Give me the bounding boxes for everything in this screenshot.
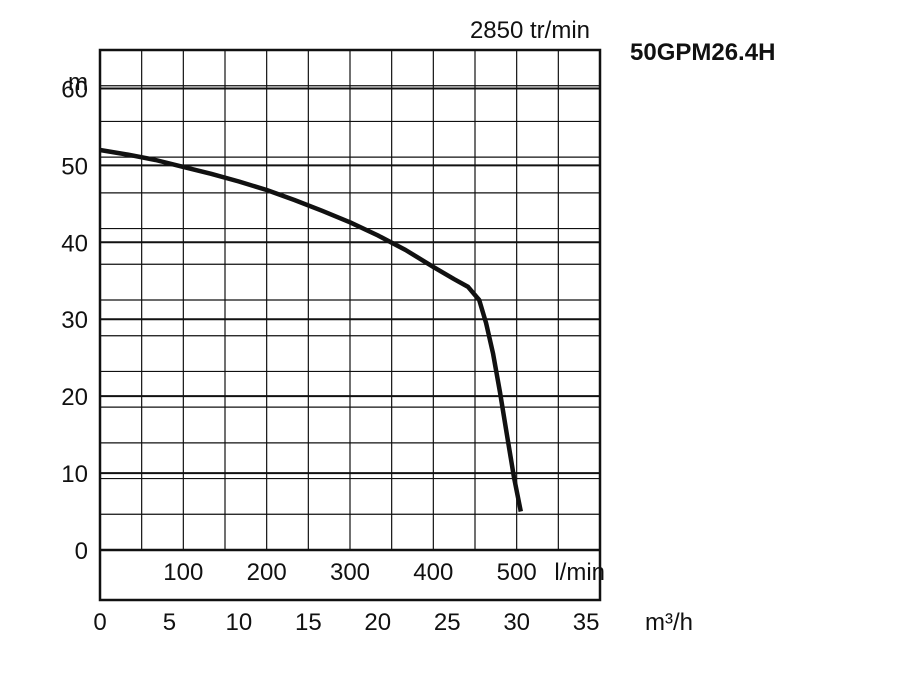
plot-border (98, 48, 602, 602)
y-unit-label: m (68, 69, 88, 96)
flow-m3h-tick-label: 35 (573, 609, 600, 636)
y-tick-label: 40 (61, 230, 88, 257)
flow-m3h-tick-label: 20 (364, 609, 391, 636)
pump-curve-line (99, 147, 524, 512)
y-tick-label: 0 (75, 538, 88, 565)
flow-m3h-tick-label: 10 (226, 609, 253, 636)
flow-m3h-tick-label: 5 (163, 609, 176, 636)
flow-lmin-tick-label: 100 (163, 559, 203, 586)
flow-lmin-tick-label: 400 (413, 559, 453, 586)
y-tick-label: 30 (61, 307, 88, 334)
curve-layer (99, 147, 524, 512)
model-label: 50GPM26.4H (630, 39, 775, 66)
flow-lmin-tick-label: 200 (247, 559, 287, 586)
label-layer: 0 10 20 30 40 50 60 100 200 300 400 500 0 5 10 15 20 25 30… (61, 76, 599, 636)
speed-label: 2850 tr/min (470, 17, 590, 44)
y-tick-label: 20 (61, 384, 88, 411)
flow-lmin-tick-label: 300 (330, 559, 370, 586)
flow-lmin-tick-label: 500 (497, 559, 537, 586)
flow-lmin-unit-label: l/min (554, 559, 605, 586)
grid (100, 50, 600, 550)
flow-m3h-tick-label: 30 (503, 609, 530, 636)
flow-m3h-unit-label: m³/h (645, 609, 693, 636)
chart-frame (98, 48, 602, 602)
flow-m3h-tick-label: 15 (295, 609, 322, 636)
y-tick-label: 60 (61, 76, 88, 103)
y-tick-label: 50 (61, 153, 88, 180)
y-tick-label: 10 (61, 461, 88, 488)
flow-m3h-tick-label: 25 (434, 609, 461, 636)
flow-m3h-tick-label: 0 (93, 609, 106, 636)
